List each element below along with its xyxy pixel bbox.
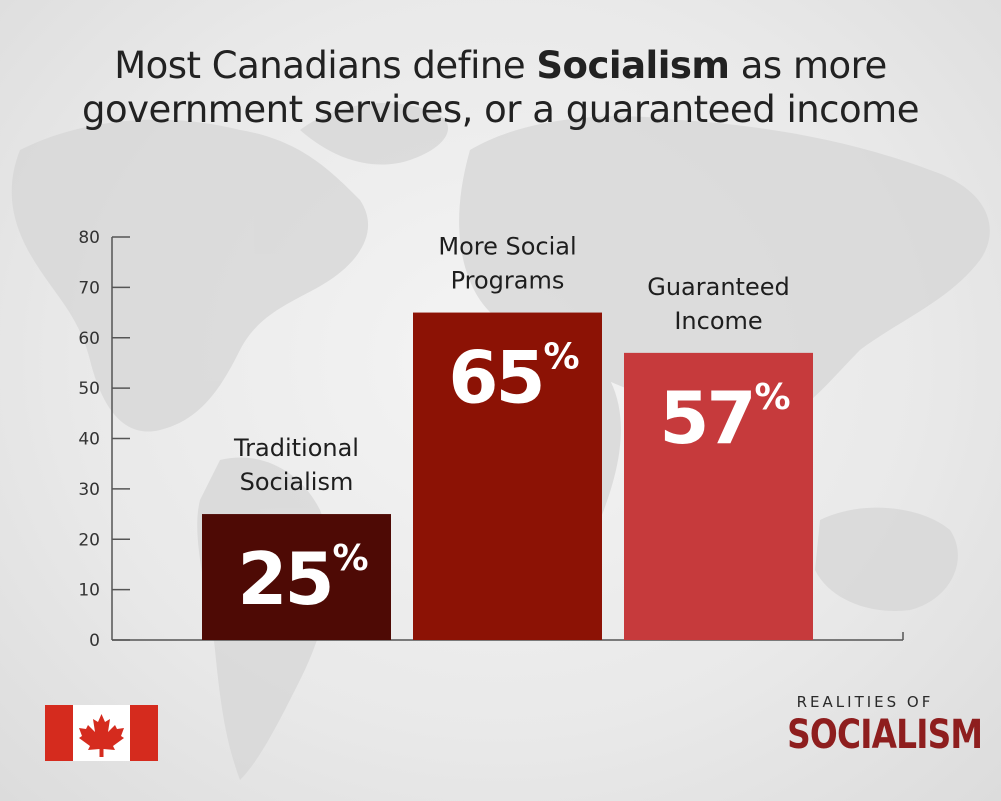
category-label: Income [674,307,762,335]
category-label: Socialism [240,468,354,496]
category-label: Programs [451,267,565,295]
category-label: Traditional [233,434,359,462]
title-emphasis: Socialism [536,44,730,87]
bar-guaranteed-income [624,352,813,640]
brand-main-text: SOCIALISM [787,712,983,758]
percent-sign: % [332,538,368,579]
title-line-1: Most Canadians define Socialism as more [0,44,1001,88]
y-tick-label: 60 [78,329,100,349]
bar-social-programs [413,312,602,640]
title-suffix: as more [729,44,888,87]
value-label: 57 [659,376,753,460]
percent-sign: % [543,337,579,378]
chart-title: Most Canadians define Socialism as more … [0,44,1001,132]
y-tick-label: 70 [78,278,100,298]
y-tick-label: 50 [78,379,100,399]
brand-logo: REALITIES OF SOCIALISM [770,693,983,758]
category-label: Guaranteed [647,273,789,301]
y-tick-label: 0 [89,631,100,651]
title-line-2: government services, or a guaranteed inc… [82,88,919,131]
percent-sign: % [754,377,790,418]
value-label: 65 [448,336,542,420]
brand-top-text: REALITIES OF [796,693,934,711]
canada-flag-icon [45,705,158,761]
title-prefix: Most Canadians define [114,44,537,87]
category-label: More Social [438,233,576,261]
bar-traditional [202,514,391,640]
y-tick-label: 20 [78,530,100,550]
y-tick-label: 30 [78,480,100,500]
y-tick-label: 80 [78,228,100,248]
y-tick-label: 10 [78,581,100,601]
value-label: 25 [237,537,331,621]
y-tick-label: 40 [78,430,100,450]
